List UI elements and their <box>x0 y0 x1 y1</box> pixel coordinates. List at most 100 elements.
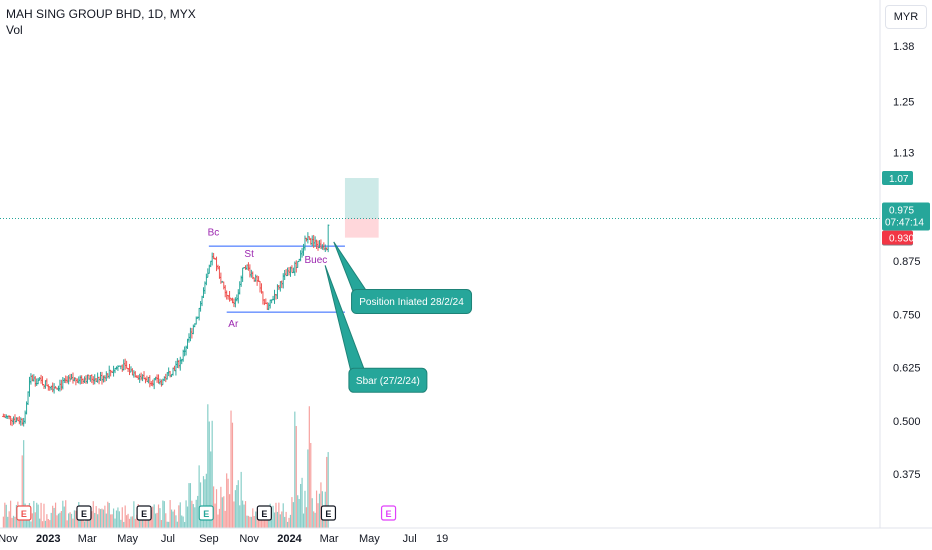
y-tick-label: 0.500 <box>893 416 921 428</box>
volume-bar <box>60 511 62 528</box>
volume-bar <box>276 511 279 528</box>
volume-bar <box>147 515 149 528</box>
volume-bar <box>52 505 54 528</box>
earnings-marker-label: E <box>386 509 392 519</box>
volume-bar <box>57 513 60 528</box>
volume-bar <box>166 521 168 528</box>
volume-bar <box>304 490 306 528</box>
volume-bar <box>255 511 257 528</box>
volume-bar <box>179 502 181 528</box>
symbol-title[interactable]: MAH SING GROUP BHD, 1D, MYX <box>6 7 196 21</box>
callout-text: Sbar (27/2/24) <box>356 376 420 387</box>
volume-bar <box>204 479 206 528</box>
volume-bar <box>186 506 189 528</box>
earnings-marker-label: E <box>81 509 87 519</box>
volume-bar <box>157 504 160 528</box>
volume-bar <box>194 507 196 528</box>
volume-bar <box>271 518 273 528</box>
volume-bar <box>107 501 109 528</box>
volume-bar <box>273 512 276 528</box>
volume-bar <box>23 440 25 528</box>
volume-bar <box>101 508 103 528</box>
volume-bar <box>18 516 20 528</box>
volume-bar <box>256 511 258 528</box>
bar-countdown: 07:47:14 <box>885 217 924 228</box>
volume-bar <box>327 452 329 528</box>
annotation-ar: Ar <box>228 319 239 330</box>
volume-bar <box>181 515 183 528</box>
volume-bar <box>307 449 309 528</box>
earnings-marker <box>136 505 152 521</box>
volume-bar <box>160 520 163 528</box>
volume-bar <box>104 505 106 528</box>
volume-bar <box>68 513 70 528</box>
volume-bar <box>108 502 110 528</box>
volume-bar <box>33 500 35 528</box>
volume-bar <box>221 497 223 528</box>
volume-bar <box>205 473 207 528</box>
volume-bar <box>162 500 164 528</box>
volume-bar <box>121 507 123 528</box>
volume-bar <box>244 501 247 528</box>
volume-bar <box>252 508 254 528</box>
volume-bar <box>236 485 238 528</box>
volume-bar <box>302 513 305 528</box>
volume-bar <box>12 515 15 528</box>
volume-bar <box>218 508 221 528</box>
volume-bar <box>223 496 225 528</box>
volume-bar <box>189 483 192 528</box>
volume-bar <box>305 507 308 528</box>
currency-button[interactable]: MYR <box>885 5 927 29</box>
volume-bar <box>197 495 199 528</box>
earnings-marker <box>380 505 397 521</box>
volume-bar <box>228 494 231 528</box>
volume-bar <box>50 512 52 528</box>
volume-bar <box>91 511 93 528</box>
callout-text: Position Iniated 28/2/24 <box>359 297 464 308</box>
volume-bar <box>44 520 47 528</box>
volume-bar <box>92 501 94 528</box>
volume-bar <box>201 515 203 528</box>
volume-bar <box>133 501 135 528</box>
earnings-marker-label: E <box>141 509 147 519</box>
x-tick-label: Mar <box>78 533 97 545</box>
volume-bar <box>165 513 167 528</box>
volume-bar <box>110 514 112 528</box>
volume-bar <box>169 500 171 528</box>
volume-bar <box>73 510 76 528</box>
volume-bar <box>310 442 312 528</box>
volume-bar <box>199 482 202 528</box>
volume-bar <box>237 480 239 528</box>
volume-bar <box>112 508 115 528</box>
volume-bar <box>115 510 118 528</box>
volume-bar <box>99 509 102 528</box>
volume-bar <box>49 520 51 528</box>
volume-bar <box>136 514 138 528</box>
volume-bar <box>301 477 303 528</box>
volume-bar <box>75 510 77 528</box>
volume-bar <box>163 501 165 528</box>
volume-bar <box>30 521 32 528</box>
volume-bar <box>208 421 210 528</box>
volume-bar <box>70 513 73 528</box>
volume-bar <box>313 511 315 528</box>
earnings-marker <box>16 505 32 521</box>
volume-bar <box>65 500 67 528</box>
volume-label[interactable]: Vol <box>6 23 23 37</box>
volume-bar <box>53 507 55 528</box>
volume-bar <box>105 513 107 528</box>
volume-bar <box>46 514 48 528</box>
volume-bar <box>72 518 74 528</box>
volume-bar <box>153 504 155 528</box>
volume-bar <box>198 465 200 528</box>
volume-bar <box>295 426 297 528</box>
volume-bar <box>131 516 134 528</box>
x-tick-label: 19 <box>436 533 448 545</box>
volume-bar <box>262 517 264 528</box>
volume-bar <box>7 516 9 528</box>
x-tick-label: 2023 <box>36 533 60 545</box>
volume-bar <box>224 510 226 528</box>
volume-bar <box>231 422 234 528</box>
